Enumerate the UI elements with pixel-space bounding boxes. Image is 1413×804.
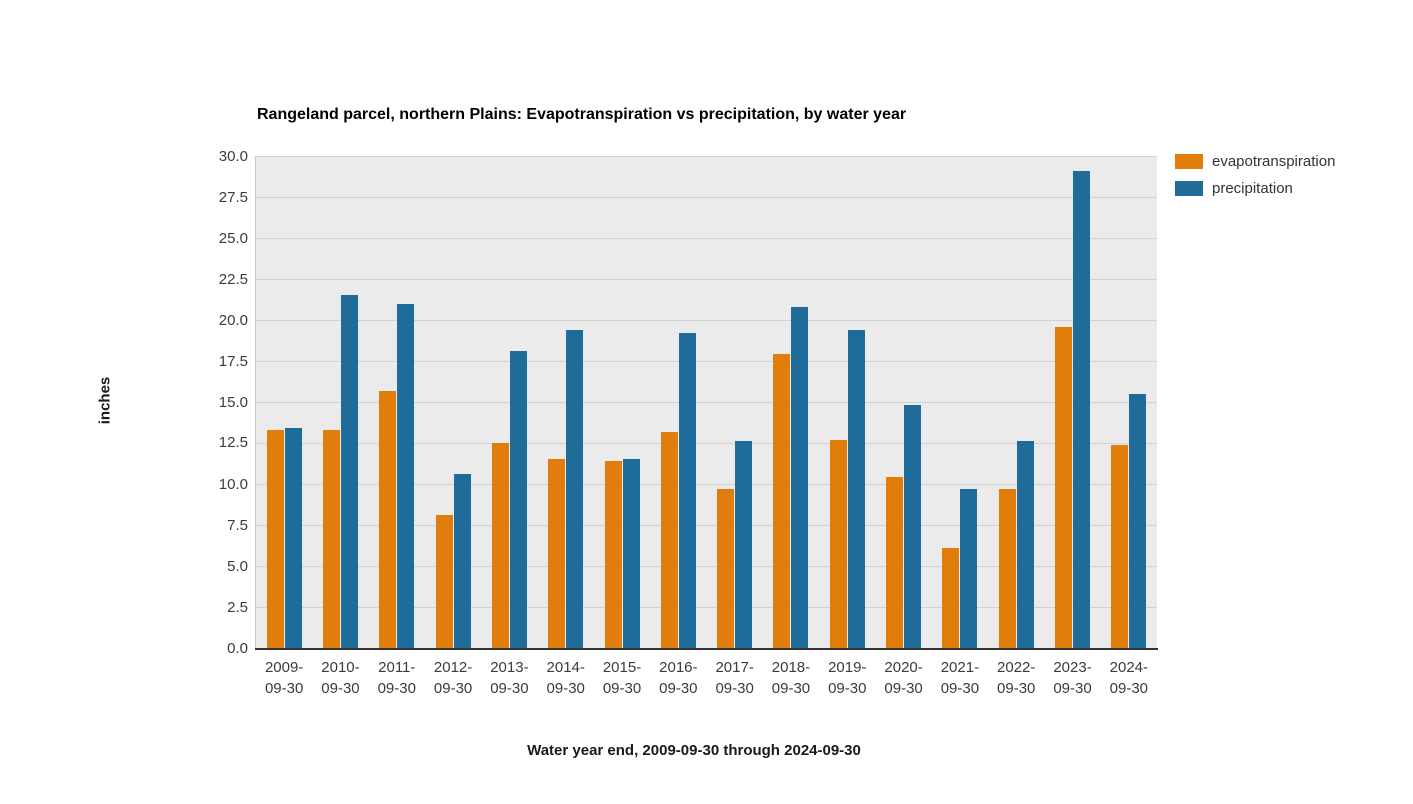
gridline [256,484,1157,485]
bar-precipitation-2018-09-30 [791,306,809,648]
legend-label: evapotranspiration [1212,153,1336,170]
bar-precipitation-2022-09-30 [1016,441,1034,648]
gridline [256,197,1157,198]
chart-title: Rangeland parcel, northern Plains: Evapo… [257,106,907,123]
bar-evapotranspiration-2014-09-30 [548,459,566,648]
x-tick-label: 2024- 09-30 [1109,659,1149,697]
bar-precipitation-2013-09-30 [509,351,527,648]
bar-precipitation-2012-09-30 [453,474,471,648]
y-tick-label: 0.0 [227,640,248,657]
x-tick-label: 2010- 09-30 [321,659,360,697]
x-tick-label: 2014- 09-30 [546,659,585,697]
bar-precipitation-2023-09-30 [1073,170,1091,648]
legend-swatch-precipitation [1175,181,1203,196]
gridline [256,361,1157,362]
gridline [256,279,1157,280]
bar-precipitation-2019-09-30 [847,329,865,648]
gridline [256,156,1157,157]
y-axis-title: inches [96,376,114,425]
bar-evapotranspiration-2016-09-30 [660,431,678,648]
y-tick-label: 5.0 [227,558,248,575]
x-tick-label: 2016- 09-30 [659,659,698,697]
y-tick-label: 25.0 [218,230,248,247]
y-tick-label: 2.5 [227,599,248,616]
y-tick-label: 30.0 [218,148,248,165]
y-axis-spine [255,156,256,648]
x-axis-title: Water year end, 2009-09-30 through 2024-… [527,742,861,759]
x-tick-label: 2013- 09-30 [490,659,529,697]
bar-precipitation-2024-09-30 [1129,393,1147,648]
x-tick-label: 2021- 09-30 [940,659,980,697]
bar-evapotranspiration-2009-09-30 [266,429,284,648]
bar-evapotranspiration-2015-09-30 [604,461,622,648]
y-tick-label: 12.5 [218,434,248,451]
bar-evapotranspiration-2021-09-30 [942,547,960,648]
bar-precipitation-2009-09-30 [284,428,302,648]
bar-evapotranspiration-2023-09-30 [1055,326,1073,648]
bar-precipitation-2020-09-30 [904,405,922,648]
y-tick-label: 22.5 [218,271,248,288]
y-tick-label: 17.5 [218,353,248,370]
x-tick-label: 2020- 09-30 [884,659,923,697]
plot-area [256,156,1157,648]
bar-evapotranspiration-2010-09-30 [322,429,340,648]
bar-evapotranspiration-2020-09-30 [886,477,904,648]
bar-evapotranspiration-2024-09-30 [1111,444,1129,648]
bar-evapotranspiration-2017-09-30 [717,488,735,648]
x-tick-label: 2023- 09-30 [1053,659,1092,697]
gridline [256,566,1157,567]
x-tick-label: 2009- 09-30 [264,659,304,697]
x-tick-label: 2019- 09-30 [828,659,867,697]
y-tick-label: 15.0 [218,394,248,411]
legend-swatch-evapotranspiration [1175,154,1203,169]
legend: evapotranspiration precipitation [1175,153,1335,207]
bar-precipitation-2017-09-30 [735,441,753,648]
legend-item-evapotranspiration: evapotranspiration [1175,153,1335,170]
gridline [256,607,1157,608]
bar-precipitation-2011-09-30 [397,303,415,648]
bar-evapotranspiration-2019-09-30 [829,439,847,648]
gridline [256,238,1157,239]
x-tick-label: 2012- 09-30 [433,659,473,697]
bar-precipitation-2010-09-30 [340,295,358,648]
bar-evapotranspiration-2012-09-30 [435,515,453,648]
bar-precipitation-2021-09-30 [960,488,978,648]
bar-evapotranspiration-2018-09-30 [773,354,791,648]
y-tick-label: 10.0 [218,476,248,493]
x-axis-line [255,648,1158,650]
x-tick-label: 2015- 09-30 [602,659,642,697]
legend-label: precipitation [1212,180,1293,197]
y-tick-label: 7.5 [227,517,248,534]
gridline [256,525,1157,526]
bar-precipitation-2015-09-30 [622,459,640,648]
x-tick-label: 2011- 09-30 [377,659,416,697]
bar-evapotranspiration-2013-09-30 [491,443,509,648]
gridline [256,320,1157,321]
gridline [256,402,1157,403]
bar-evapotranspiration-2011-09-30 [379,390,397,648]
x-tick-label: 2018- 09-30 [771,659,811,697]
legend-item-precipitation: precipitation [1175,180,1335,197]
y-tick-label: 20.0 [218,312,248,329]
bar-evapotranspiration-2022-09-30 [998,488,1016,648]
bar-precipitation-2016-09-30 [678,333,696,648]
gridline [256,443,1157,444]
bar-precipitation-2014-09-30 [566,329,584,648]
x-tick-label: 2017- 09-30 [715,659,754,697]
y-tick-label: 27.5 [218,189,248,206]
x-tick-label: 2022- 09-30 [997,659,1036,697]
